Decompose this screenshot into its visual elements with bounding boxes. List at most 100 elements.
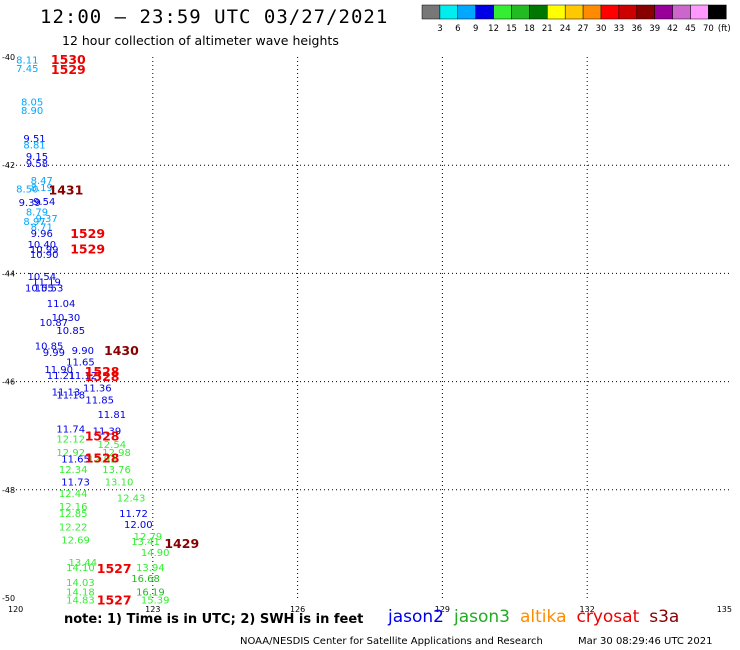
wave-height-point: 14.18: [66, 588, 95, 599]
wave-height-point: 11.85: [85, 395, 114, 406]
wave-height-point: 13.44: [68, 558, 97, 569]
x-tick-label: 126: [290, 605, 305, 614]
x-tick-label: 120: [8, 605, 23, 614]
wave-height-point: 10.30: [52, 313, 81, 324]
colorbar-tick-label: 18: [524, 24, 535, 34]
colorbar-swatch: [529, 4, 548, 20]
wave-height-point: 8.81: [23, 141, 45, 152]
colorbar-tick-label: 33: [613, 24, 624, 34]
grid-layer: [8, 57, 732, 598]
satellite-legend-item: altika: [520, 607, 567, 627]
y-tick-label: -44: [2, 269, 15, 278]
pass-time-label: 1529: [70, 226, 105, 241]
colorbar-tick-label: 27: [578, 24, 589, 34]
colorbar-swatch: [582, 4, 602, 20]
wave-height-point: 12.22: [59, 523, 88, 534]
pass-time-label: 1530: [51, 52, 86, 67]
wave-height-point: 13.41: [131, 537, 160, 548]
wave-height-point: 12.92: [56, 448, 85, 459]
pass-time-label: 1429: [164, 536, 199, 551]
data-points: 8.117.45 8.058.90 9.518.819.159.58 8.478.19…: [16, 56, 169, 607]
wave-height-point: 13.94: [136, 563, 165, 574]
wave-height-point: 11.36: [83, 384, 112, 395]
wave-height-point: 7.45: [16, 64, 38, 75]
colorbar-tick-label: 30: [596, 24, 607, 34]
wave-height-point: 10.85: [56, 326, 85, 337]
wave-height-point: 9.51: [23, 134, 45, 145]
footer-timestamp: Mar 30 08:29:46 UTC 2021: [578, 636, 713, 647]
wave-height-point: 14.03: [66, 578, 95, 589]
wave-height-point: 8.47: [31, 176, 53, 187]
wave-height-point: 10.87: [40, 318, 69, 329]
wave-height-point: 12.16: [59, 502, 88, 513]
wave-height-point: 11.65: [66, 358, 95, 369]
wave-height-point: 10.55: [25, 283, 54, 294]
y-tick-label: -48: [2, 486, 15, 495]
pass-time-label: 1529: [70, 242, 105, 257]
wave-height-point: 14.90: [141, 548, 170, 559]
wave-height-point: 14.10: [66, 563, 95, 574]
satellite-legend-item: cryosat: [576, 607, 640, 627]
wave-height-point: 9.15: [26, 152, 48, 163]
wave-height-point: 10.54: [27, 272, 56, 283]
wave-height-point: 12.69: [61, 536, 90, 547]
wave-height-point: 11.18: [56, 391, 85, 402]
satellite-legend-item: jason3: [454, 607, 510, 627]
chart-subtitle: 12 hour collection of altimeter wave hei…: [62, 33, 339, 48]
pass-time-label: 1528: [85, 364, 120, 379]
pass-labels: 1530152914311529152914301528152815281528…: [49, 52, 200, 607]
wave-height-point: 8.97: [23, 217, 45, 228]
wave-height-point: 11.21: [47, 371, 76, 382]
wave-height-point: 12.44: [59, 489, 88, 500]
colorbar-swatch: [475, 4, 494, 20]
wave-height-point: 8.50: [16, 184, 38, 195]
colorbar-swatch: [654, 4, 673, 20]
wave-height-point: 12.85: [59, 509, 88, 520]
wave-height-point: 11.73: [61, 478, 90, 489]
wave-height-point: 9.39: [19, 198, 41, 209]
colorbar-swatch: [547, 4, 566, 20]
wave-height-point: 9.54: [33, 197, 55, 208]
colorbar-swatch: [618, 4, 638, 20]
wave-height-point: 11.12: [68, 371, 97, 382]
wave-height-point: 12.98: [102, 448, 131, 459]
colorbar-tick-label: 15: [506, 24, 517, 34]
satellite-legend: jason2 jason3 altika cryosat s3a: [388, 607, 689, 627]
wave-height-point: 9.90: [72, 346, 94, 357]
colorbar-swatch: [439, 4, 459, 20]
wave-height-point: 9.96: [31, 229, 53, 240]
y-tick-label: -46: [2, 378, 15, 387]
satellite-legend-item: jason2: [388, 607, 444, 627]
colorbar-tick-label: 9: [473, 24, 478, 34]
wave-height-point: 12.54: [97, 440, 126, 451]
wave-height-point: 10.99: [30, 245, 59, 256]
wave-height-point: 9.58: [26, 159, 48, 170]
pass-time-label: 1528: [85, 450, 120, 465]
colorbar-tick-label: 45: [685, 24, 696, 34]
x-tick-label: 132: [580, 605, 595, 614]
wave-height-point: 12.79: [134, 532, 163, 543]
y-tick-label: -50: [2, 594, 15, 603]
colorbar-tick-label: 24: [560, 24, 571, 34]
y-tick-label: -40: [2, 53, 15, 62]
wave-height-point: 12.12: [56, 434, 85, 445]
wave-height-point: 11.72: [119, 509, 148, 520]
wave-height-point: 8.11: [16, 56, 38, 67]
chart-title: 12:00 – 23:59 UTC 03/27/2021: [40, 6, 389, 28]
pass-time-label: 1528: [85, 369, 120, 384]
wave-height-point: 8.79: [26, 208, 48, 219]
footer-credit: NOAA/NESDIS Center for Satellite Applica…: [240, 636, 543, 647]
wave-height-point: 16.19: [136, 588, 165, 599]
pass-time-label: 1529: [51, 62, 86, 77]
wave-height-point: 11.74: [56, 425, 85, 436]
colorbar-swatch: [636, 4, 655, 20]
wave-height-point: 10.40: [27, 240, 56, 251]
wave-height-point: 11.65: [61, 454, 90, 465]
wave-height-point: 10.85: [35, 341, 64, 352]
colorbar-tick-label: 36: [631, 24, 642, 34]
wave-height-point: 15.39: [141, 596, 170, 607]
colorbar-swatch: [421, 4, 441, 20]
wave-height-point: 11.90: [44, 365, 73, 376]
wave-height-point: 11.39: [93, 426, 122, 437]
